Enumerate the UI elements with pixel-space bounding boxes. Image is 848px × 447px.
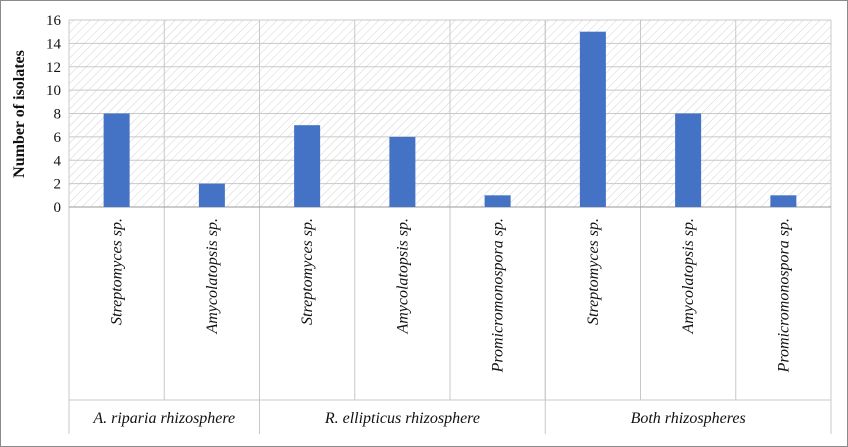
x-tick-label: Streptomyces sp.: [299, 218, 316, 325]
y-tick-label: 14: [46, 36, 62, 52]
group-label: Both rhizospheres: [631, 410, 746, 427]
y-tick-label: 2: [54, 177, 62, 193]
x-tick-label: Amycolatopsis sp.: [394, 218, 411, 335]
x-tick-label: Promicromonospora sp.: [490, 218, 507, 373]
bar: [484, 195, 511, 207]
y-tick-label: 16: [46, 13, 62, 29]
y-axis-label: Number of isolates: [11, 50, 28, 178]
bar: [389, 136, 416, 207]
y-tick-label: 0: [54, 200, 62, 216]
x-tick-label: Amycolatopsis sp.: [204, 218, 221, 335]
x-tick-label: Promicromonospora sp.: [775, 218, 792, 373]
bar: [198, 183, 225, 207]
bar: [770, 195, 797, 207]
y-tick-label: 4: [54, 153, 62, 169]
bar: [103, 113, 130, 207]
bar: [294, 125, 321, 207]
y-tick-label: 12: [46, 60, 61, 76]
x-tick-label: Streptomyces sp.: [109, 218, 126, 325]
x-tick-label: Amycolatopsis sp.: [680, 218, 697, 335]
y-tick-label: 10: [46, 83, 61, 99]
y-tick-label: 6: [54, 130, 62, 146]
x-tick-label: Streptomyces sp.: [585, 218, 602, 325]
group-label: A. riparia rhizosphere: [92, 410, 235, 427]
bar: [675, 113, 702, 207]
bar: [579, 31, 606, 207]
group-label: R. ellipticus rhizosphere: [324, 410, 480, 427]
y-tick-label: 8: [54, 107, 62, 123]
